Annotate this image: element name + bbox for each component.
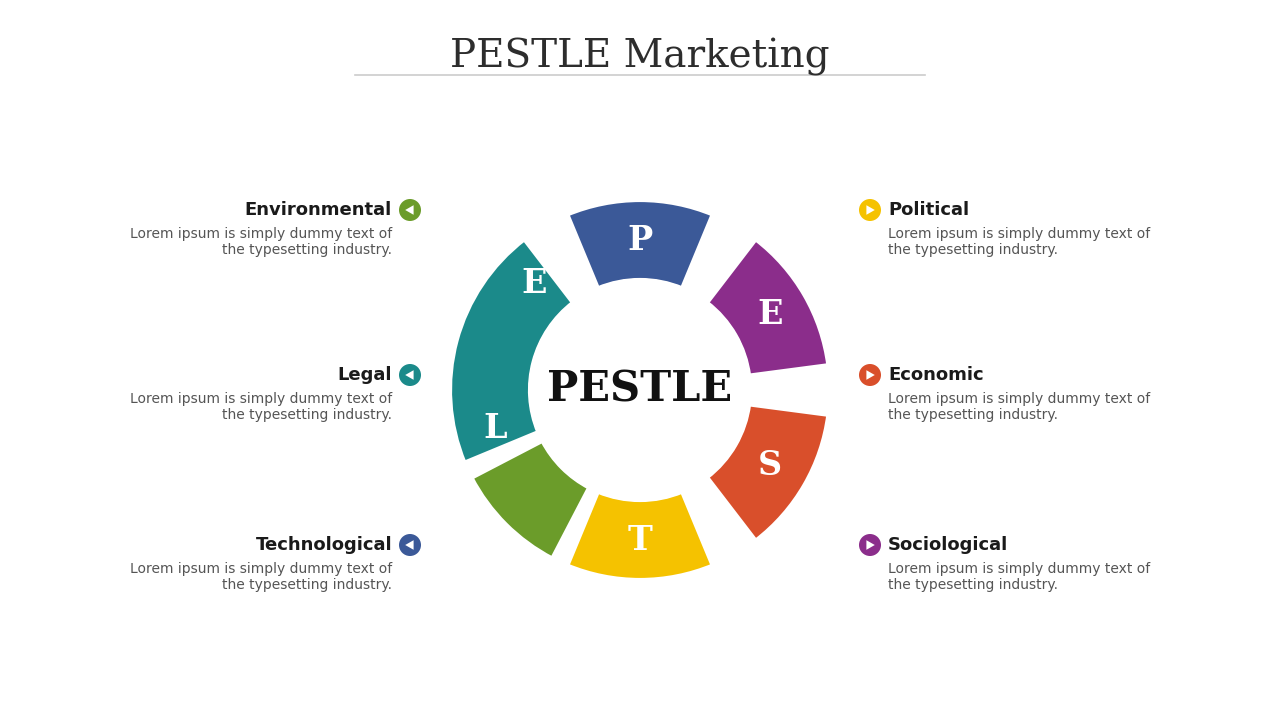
Polygon shape xyxy=(867,205,874,215)
Wedge shape xyxy=(567,492,713,580)
Wedge shape xyxy=(471,441,589,559)
Circle shape xyxy=(530,280,750,500)
Text: the typesetting industry.: the typesetting industry. xyxy=(888,578,1059,592)
Circle shape xyxy=(399,199,421,221)
Text: S: S xyxy=(758,449,782,482)
Circle shape xyxy=(859,534,881,556)
Text: Lorem ipsum is simply dummy text of: Lorem ipsum is simply dummy text of xyxy=(888,392,1151,406)
Text: Legal: Legal xyxy=(338,366,392,384)
Text: Technological: Technological xyxy=(256,536,392,554)
Wedge shape xyxy=(707,405,828,541)
Text: T: T xyxy=(627,523,653,557)
Text: Economic: Economic xyxy=(888,366,983,384)
Text: E: E xyxy=(521,267,547,300)
Text: the typesetting industry.: the typesetting industry. xyxy=(221,578,392,592)
Text: Lorem ipsum is simply dummy text of: Lorem ipsum is simply dummy text of xyxy=(129,562,392,576)
Text: the typesetting industry.: the typesetting industry. xyxy=(221,243,392,257)
Polygon shape xyxy=(867,370,874,380)
Polygon shape xyxy=(867,540,874,550)
Text: Lorem ipsum is simply dummy text of: Lorem ipsum is simply dummy text of xyxy=(888,562,1151,576)
Circle shape xyxy=(859,364,881,386)
Wedge shape xyxy=(451,239,573,463)
Text: the typesetting industry.: the typesetting industry. xyxy=(888,408,1059,422)
Text: E: E xyxy=(758,299,782,331)
Text: Lorem ipsum is simply dummy text of: Lorem ipsum is simply dummy text of xyxy=(888,227,1151,241)
Text: P: P xyxy=(627,223,653,256)
Text: the typesetting industry.: the typesetting industry. xyxy=(888,243,1059,257)
Circle shape xyxy=(399,534,421,556)
Text: Lorem ipsum is simply dummy text of: Lorem ipsum is simply dummy text of xyxy=(129,392,392,406)
Text: the typesetting industry.: the typesetting industry. xyxy=(221,408,392,422)
Wedge shape xyxy=(707,239,828,376)
Text: PESTLE: PESTLE xyxy=(548,369,732,411)
Text: Lorem ipsum is simply dummy text of: Lorem ipsum is simply dummy text of xyxy=(129,227,392,241)
Text: Environmental: Environmental xyxy=(244,201,392,219)
Text: Political: Political xyxy=(888,201,969,219)
Text: PESTLE Marketing: PESTLE Marketing xyxy=(451,38,829,76)
Polygon shape xyxy=(406,205,413,215)
Text: L: L xyxy=(484,413,507,446)
Circle shape xyxy=(399,364,421,386)
Circle shape xyxy=(859,199,881,221)
Wedge shape xyxy=(567,200,713,289)
Text: Sociological: Sociological xyxy=(888,536,1009,554)
Polygon shape xyxy=(406,370,413,380)
Polygon shape xyxy=(406,540,413,550)
